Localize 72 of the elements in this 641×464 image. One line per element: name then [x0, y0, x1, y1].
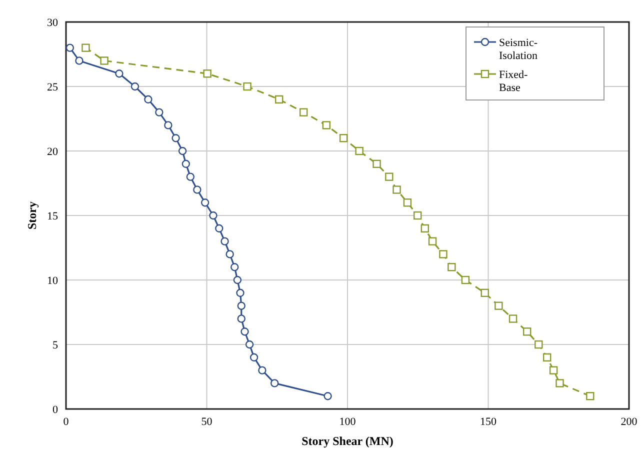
point — [193, 186, 202, 194]
point — [339, 134, 348, 142]
point — [182, 160, 190, 168]
point — [130, 82, 140, 91]
x-tick-label: 200 — [620, 416, 638, 428]
point — [542, 353, 552, 362]
point — [240, 328, 249, 336]
point — [355, 146, 364, 156]
point — [403, 198, 412, 207]
point — [172, 134, 180, 142]
x-tick-label: 0 — [63, 416, 70, 428]
point — [322, 121, 330, 130]
point — [428, 237, 437, 246]
point — [461, 276, 470, 284]
legend-label: Seismic-Isolation — [499, 37, 538, 62]
point — [245, 340, 254, 349]
point — [100, 56, 108, 65]
point — [226, 250, 234, 258]
legend-label: Fixed-Base — [499, 69, 528, 94]
x-tick-label: 50 — [201, 416, 213, 428]
point — [413, 211, 422, 220]
point — [75, 56, 84, 65]
point — [372, 160, 381, 168]
y-tick-label: 20 — [47, 146, 58, 158]
point — [586, 392, 594, 400]
point — [82, 44, 90, 52]
point — [392, 186, 401, 194]
x-tick-label: 100 — [339, 416, 356, 428]
y-tick-label: 10 — [47, 275, 58, 287]
point — [230, 263, 239, 272]
y-tick-label: 15 — [47, 210, 58, 222]
point — [164, 121, 172, 130]
point — [534, 340, 543, 349]
point — [250, 353, 258, 362]
point — [144, 95, 152, 104]
point — [215, 224, 224, 232]
point — [178, 146, 187, 156]
y-tick-label: 30 — [47, 17, 58, 29]
y-tick-label: 5 — [52, 340, 58, 352]
point — [237, 314, 246, 323]
point — [556, 379, 564, 388]
point — [236, 288, 244, 297]
point — [522, 328, 532, 336]
point — [237, 302, 246, 310]
point — [270, 379, 279, 388]
point — [324, 392, 332, 400]
y-axis-title: Story — [25, 202, 39, 230]
point — [385, 172, 394, 181]
x-axis-title: Story Shear (MN) — [302, 434, 394, 448]
point — [299, 108, 308, 116]
point — [439, 250, 448, 258]
point — [66, 44, 74, 52]
point — [508, 314, 518, 323]
point — [480, 288, 489, 297]
point — [448, 263, 456, 272]
point — [115, 70, 124, 78]
point — [155, 108, 164, 116]
x-tick-label: 150 — [480, 416, 497, 428]
point — [220, 237, 229, 246]
point — [209, 211, 218, 220]
point — [549, 366, 558, 374]
point — [420, 224, 430, 232]
point — [274, 95, 284, 104]
point — [203, 70, 212, 78]
point — [258, 366, 266, 374]
point — [200, 198, 210, 207]
point — [186, 172, 195, 181]
point — [494, 302, 503, 310]
point — [243, 82, 252, 91]
y-tick-label: 25 — [47, 82, 58, 94]
point — [233, 276, 242, 284]
y-tick-label: 0 — [52, 404, 58, 416]
